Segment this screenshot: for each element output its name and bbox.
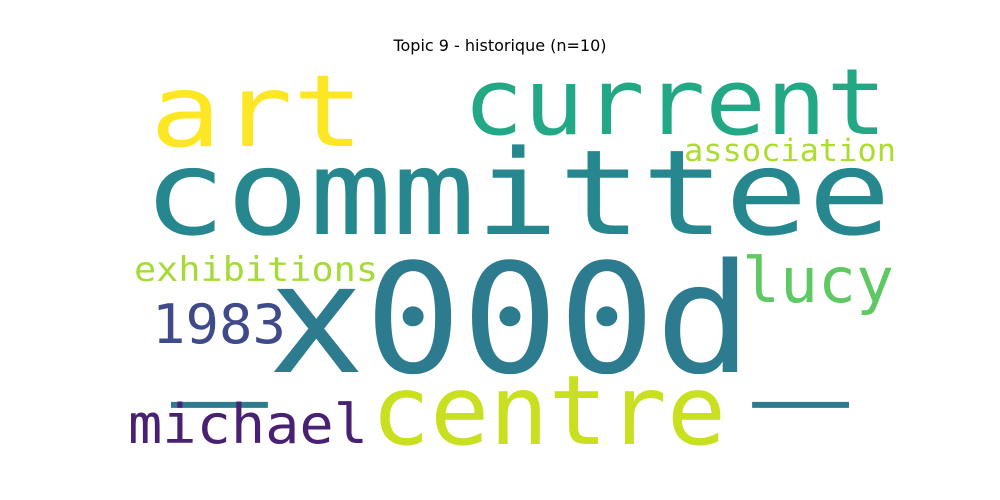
word-1983: 1983 bbox=[152, 293, 286, 356]
word-centre: centre bbox=[371, 355, 726, 467]
word-exhibitions: exhibitions bbox=[134, 250, 378, 290]
word-association: association bbox=[684, 133, 896, 169]
word-current: current bbox=[463, 49, 887, 156]
word-art: art bbox=[150, 53, 364, 170]
word-committee: committee bbox=[143, 124, 891, 262]
word-lucy: lucy bbox=[742, 244, 894, 317]
word-x000d: _x000d_ bbox=[171, 231, 850, 408]
word-michael: michael bbox=[128, 393, 368, 456]
figure-title: Topic 9 - historique (n=10) bbox=[393, 36, 607, 55]
